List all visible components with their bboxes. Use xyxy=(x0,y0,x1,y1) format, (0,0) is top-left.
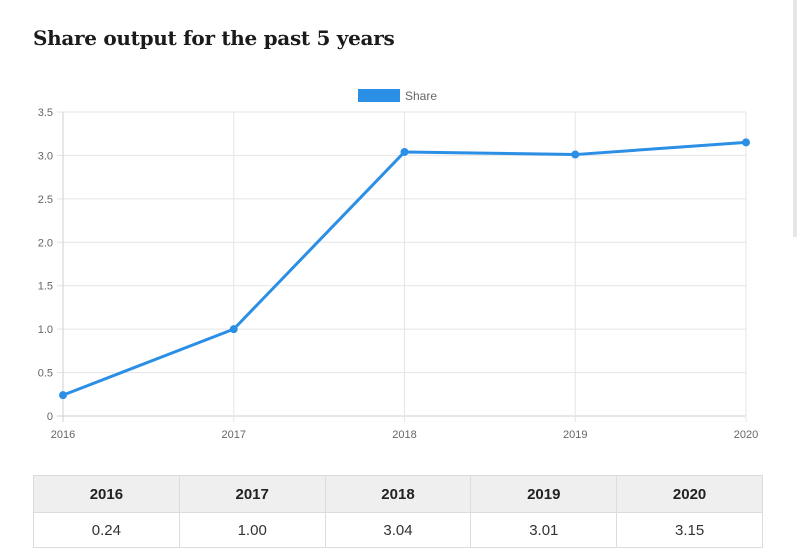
table-header-row: 2016 2017 2018 2019 2020 xyxy=(33,475,763,513)
x-tick-label: 2016 xyxy=(51,429,75,441)
y-tick-label: 1.0 xyxy=(38,324,53,336)
chart-grid xyxy=(57,111,747,422)
data-point[interactable] xyxy=(400,147,409,156)
legend-swatch[interactable] xyxy=(358,89,400,102)
y-tick-label: 0.5 xyxy=(38,368,53,380)
table-cell: 3.15 xyxy=(616,512,763,548)
data-point[interactable] xyxy=(59,391,67,400)
data-table: 2016 2017 2018 2019 2020 0.24 1.00 3.04 … xyxy=(33,475,763,548)
series-share xyxy=(59,138,750,400)
table-header-cell: 2019 xyxy=(470,475,618,513)
data-point[interactable] xyxy=(229,325,238,334)
table-header-cell: 2020 xyxy=(616,475,763,513)
y-tick-label: 3.5 xyxy=(38,107,53,119)
x-tick-label: 2019 xyxy=(563,429,587,441)
table-header-cell: 2016 xyxy=(33,475,180,513)
data-point[interactable] xyxy=(742,138,750,147)
table-row: 0.24 1.00 3.04 3.01 3.15 xyxy=(33,512,763,548)
legend-label[interactable]: Share xyxy=(405,89,437,103)
table-cell: 3.04 xyxy=(324,512,472,548)
table-cell: 0.24 xyxy=(33,512,180,548)
y-tick-label: 2.0 xyxy=(38,237,53,249)
y-axis: 0 0.5 1.0 1.5 2.0 2.5 3.0 3.5 xyxy=(38,107,53,423)
table-cell: 1.00 xyxy=(178,512,326,548)
x-tick-label: 2020 xyxy=(734,429,758,441)
x-tick-label: 2018 xyxy=(392,429,416,441)
chart-legend[interactable]: Share xyxy=(358,89,437,103)
data-point[interactable] xyxy=(571,150,580,159)
table-header-cell: 2018 xyxy=(324,475,472,513)
table-header-cell: 2017 xyxy=(178,475,326,513)
page-title: Share output for the past 5 years xyxy=(33,26,395,50)
y-tick-label: 1.5 xyxy=(38,281,53,293)
y-tick-label: 3.0 xyxy=(38,150,53,162)
x-axis: 2016 2017 2018 2019 2020 xyxy=(51,429,758,441)
table-cell: 3.01 xyxy=(470,512,618,548)
line-chart: Share 00.51.01.52.02.53.03.5 2016 2017 201… xyxy=(38,89,758,441)
scrollbar[interactable] xyxy=(793,0,797,237)
x-tick-label: 2017 xyxy=(222,429,246,441)
y-tick-label: 0 xyxy=(47,411,53,423)
y-tick-label: 2.5 xyxy=(38,194,53,206)
